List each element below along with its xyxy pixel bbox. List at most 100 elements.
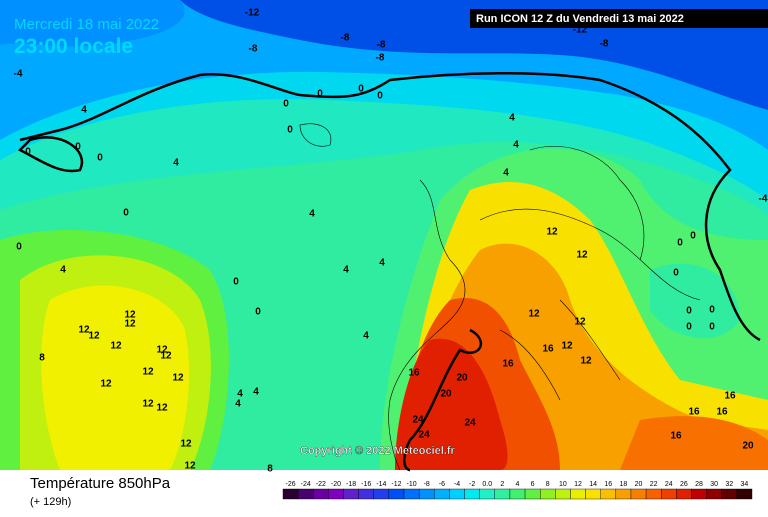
scale-swatch <box>585 488 601 500</box>
contour-label: 4 <box>253 387 259 398</box>
scale-swatch <box>403 488 420 500</box>
contour-label: 20 <box>456 373 468 384</box>
scale-label: 6 <box>531 481 535 488</box>
map-time: 23:00 locale <box>14 35 133 58</box>
scale-swatch <box>449 488 465 500</box>
contour-label: -12 <box>245 8 260 19</box>
contour-label: -8 <box>600 39 609 50</box>
scale-label: 14 <box>589 481 597 488</box>
contour-label: 24 <box>418 430 430 441</box>
contour-label: 12 <box>124 319 136 330</box>
contour-label: 12 <box>156 403 168 414</box>
scale-label: 2 <box>500 481 504 488</box>
run-box <box>470 9 768 28</box>
scale-label: 22 <box>650 481 658 488</box>
contour-label: 16 <box>716 407 728 418</box>
scale-swatch <box>313 488 329 500</box>
contour-label: 12 <box>78 325 90 336</box>
contour-label: 4 <box>513 140 519 151</box>
contour-label: 4 <box>81 105 87 116</box>
scale-label: -10 <box>407 481 417 488</box>
scale-swatch <box>343 488 359 500</box>
scale-label: -22 <box>316 481 326 488</box>
scale-swatch <box>555 488 571 500</box>
scale-label: -14 <box>376 481 386 488</box>
contour-label: 0 <box>709 322 715 333</box>
contour-label: 12 <box>184 461 196 472</box>
contour-label: 0 <box>25 147 31 158</box>
zero-isotherm <box>17 71 761 472</box>
scale-swatch <box>373 488 390 500</box>
scale-swatch <box>479 488 496 500</box>
scale-label: -4 <box>454 481 460 488</box>
contour-label: -8 <box>377 40 386 51</box>
contour-label: -8 <box>341 33 350 44</box>
contour-label: 12 <box>124 310 136 321</box>
scale-swatch <box>706 488 722 500</box>
scale-swatch <box>358 488 374 500</box>
scale-label: 32 <box>725 481 733 488</box>
contour-label: 12 <box>580 356 592 367</box>
scale-swatch <box>630 488 647 500</box>
contour-label: 12 <box>160 351 172 362</box>
contour-label: -8 <box>376 53 385 64</box>
contour-label: 12 <box>561 341 573 352</box>
scale-label: -20 <box>331 481 341 488</box>
contour-label: -12 <box>573 25 588 36</box>
contour-label: 16 <box>670 431 682 442</box>
scale-swatch <box>297 488 314 500</box>
run-info: Run ICON 12 Z du Vendredi 13 mai 2022 <box>476 13 684 25</box>
scale-swatch <box>615 488 632 500</box>
scale-swatch <box>464 488 480 500</box>
contour-label: 0 <box>677 238 683 249</box>
scale-swatch <box>524 488 541 500</box>
scale-label: -8 <box>424 481 430 488</box>
scale-label: 10 <box>559 481 567 488</box>
scale-label: -2 <box>469 481 475 488</box>
contour-label: 0 <box>358 84 364 95</box>
scale-label: 12 <box>574 481 582 488</box>
footer-title: Température 850hPa <box>30 475 171 492</box>
contour-label: 12 <box>142 399 154 410</box>
scale-swatch <box>388 488 405 500</box>
contour-label: 12 <box>172 373 184 384</box>
contour-label: 12 <box>180 439 192 450</box>
contour-label: 12 <box>156 345 168 356</box>
contour-label: 20 <box>742 441 754 452</box>
contour-label: 4 <box>363 331 369 342</box>
contour-label: 4 <box>237 389 243 400</box>
contour-label: 0 <box>686 306 692 317</box>
scale-label: 34 <box>741 481 749 488</box>
map-date: Mercredi 18 mai 2022 <box>14 16 159 33</box>
scale-label: 8 <box>546 481 550 488</box>
contour-label: 4 <box>509 113 515 124</box>
contour-label: 0 <box>233 277 239 288</box>
contour-label: 12 <box>546 227 558 238</box>
contour-label: 12 <box>110 341 122 352</box>
contour-label: 24 <box>464 418 476 429</box>
contour-label: 0 <box>709 305 715 316</box>
scale-label: 26 <box>680 481 688 488</box>
contour-label: 0 <box>97 153 103 164</box>
scale-swatch <box>509 488 526 500</box>
scale-swatch <box>676 488 692 500</box>
temperature-field <box>0 0 768 471</box>
contour-label: 12 <box>142 367 154 378</box>
contour-label: 4 <box>309 209 315 220</box>
scale-label: 0.0 <box>482 481 492 488</box>
scale-label: 24 <box>665 481 673 488</box>
contour-label: 4 <box>173 158 179 169</box>
contour-label: 16 <box>542 344 554 355</box>
scale-label: -6 <box>439 481 445 488</box>
scale-label: 16 <box>604 481 612 488</box>
contour-label: -8 <box>249 44 258 55</box>
contour-label: 12 <box>576 250 588 261</box>
scale-label: 28 <box>695 481 703 488</box>
coastlines <box>299 123 701 471</box>
contour-label: 20 <box>440 389 452 400</box>
contour-label: 12 <box>574 317 586 328</box>
color-scale: -26 -24 -22 -20 -18 -16 -14 -12 -10 -8 -6 -4 -2 0.0 2 4… <box>282 481 753 500</box>
contour-label: -4 <box>759 194 768 205</box>
scale-swatch <box>328 488 344 500</box>
